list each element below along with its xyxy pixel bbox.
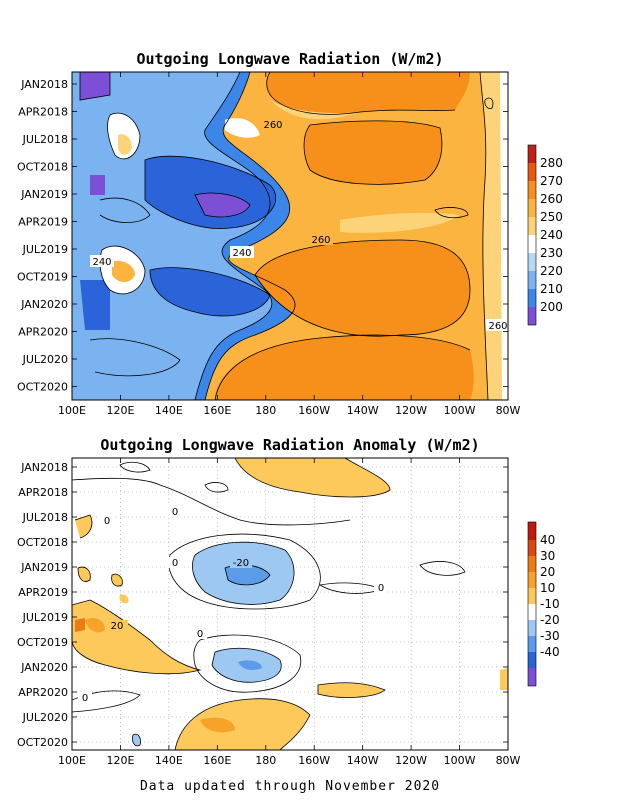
contour-label: 260	[263, 120, 282, 131]
colorbar-label: 230	[540, 246, 563, 260]
y-tick-label: APR2020	[18, 686, 68, 699]
olr-east-core-2	[255, 240, 470, 337]
anomaly-colorbar	[527, 521, 537, 687]
y-tick-label: APR2019	[18, 586, 68, 599]
contour-label: 260	[311, 235, 330, 246]
y-tick-label: JUL2019	[22, 611, 68, 624]
contour-label: 0	[172, 507, 178, 518]
y-tick-label: OCT2019	[17, 636, 68, 649]
anomaly-background	[72, 458, 508, 750]
y-tick-label: APR2019	[18, 216, 68, 229]
colorbar-label: 30	[540, 549, 555, 563]
y-tick-label: JUL2018	[22, 133, 68, 146]
y-tick-label: APR2018	[18, 106, 68, 119]
x-tick-label: 160W	[298, 754, 330, 767]
x-tick-label: 100W	[444, 754, 476, 767]
olr-colorbar	[527, 144, 537, 326]
y-tick-label: JAN2019	[20, 188, 68, 201]
x-tick-label: 120E	[106, 754, 134, 767]
contour-label: 0	[82, 693, 88, 704]
x-tick-label: 180	[255, 754, 276, 767]
colorbar-label: 20	[540, 565, 555, 579]
y-tick-label: OCT2020	[17, 381, 68, 394]
colorbar-label: 250	[540, 210, 563, 224]
anomaly-heatmap: 0 0 -20 0 0 20 0 0	[72, 458, 508, 750]
x-tick-label: 160E	[203, 754, 231, 767]
colorbar-label: 10	[540, 581, 555, 595]
y-tick-label: JUL2018	[22, 511, 68, 524]
y-tick-label: APR2018	[18, 486, 68, 499]
colorbar-label: 260	[540, 192, 563, 206]
x-tick-label: 140E	[155, 404, 183, 417]
contour-label: 0	[197, 629, 203, 640]
colorbar-label: 220	[540, 264, 563, 278]
x-tick-label: 100E	[58, 404, 86, 417]
contour-label: 0	[378, 583, 384, 594]
contour-label: 260	[488, 321, 507, 332]
y-tick-label: APR2020	[18, 326, 68, 339]
contour-label: 20	[111, 621, 124, 632]
x-tick-label: 120W	[395, 404, 427, 417]
y-tick-label: JUL2020	[22, 353, 68, 366]
y-tick-label: OCT2019	[17, 271, 68, 284]
footer-note: Data updated through November 2020	[140, 779, 440, 794]
contour-label: 0	[172, 558, 178, 569]
y-tick-label: JUL2019	[22, 243, 68, 256]
x-tick-label: 80W	[496, 404, 521, 417]
contour-label: 0	[104, 516, 110, 527]
contour-label: 240	[232, 248, 251, 259]
contour-label: 240	[92, 257, 111, 268]
x-tick-label: 180	[255, 404, 276, 417]
colorbar-label: -30	[540, 629, 560, 643]
colorbar-label: 270	[540, 174, 563, 188]
anomaly-plot-frame	[71, 457, 509, 751]
x-tick-label: 160E	[203, 404, 231, 417]
colorbar-label: 200	[540, 300, 563, 314]
y-tick-label: JAN2018	[20, 461, 68, 474]
colorbar-label: 210	[540, 282, 563, 296]
x-tick-label: 140W	[347, 404, 379, 417]
y-tick-label: JAN2018	[20, 78, 68, 91]
colorbar-label: -20	[540, 613, 560, 627]
x-tick-label: 120W	[395, 754, 427, 767]
y-tick-label: JAN2020	[20, 661, 68, 674]
contour-label: -20	[233, 558, 249, 569]
colorbar-label: 240	[540, 228, 563, 242]
y-tick-label: OCT2018	[17, 536, 68, 549]
y-tick-label: OCT2020	[17, 736, 68, 749]
y-tick-label: JUL2020	[22, 711, 68, 724]
colorbar-label: 280	[540, 156, 563, 170]
olr-plot-frame	[71, 71, 509, 401]
x-tick-label: 100E	[58, 754, 86, 767]
y-tick-label: JAN2020	[20, 298, 68, 311]
y-tick-label: OCT2018	[17, 161, 68, 174]
olr-east-core-1	[266, 72, 470, 115]
x-tick-label: 140E	[155, 754, 183, 767]
x-tick-label: 160W	[298, 404, 330, 417]
colorbar-label: -10	[540, 597, 560, 611]
chart-title-olr: Outgoing Longwave Radiation (W/m2)	[136, 50, 443, 68]
colorbar-label: 40	[540, 533, 555, 547]
x-tick-label: 140W	[347, 754, 379, 767]
x-tick-label: 80W	[496, 754, 521, 767]
chart-title-anomaly: Outgoing Longwave Radiation Anomaly (W/m…	[100, 436, 479, 454]
olr-heatmap: 260 260 240 240 260	[72, 72, 508, 400]
colorbar-label: -40	[540, 645, 560, 659]
x-tick-label: 100W	[444, 404, 476, 417]
y-tick-label: JAN2019	[20, 561, 68, 574]
x-tick-label: 120E	[106, 404, 134, 417]
